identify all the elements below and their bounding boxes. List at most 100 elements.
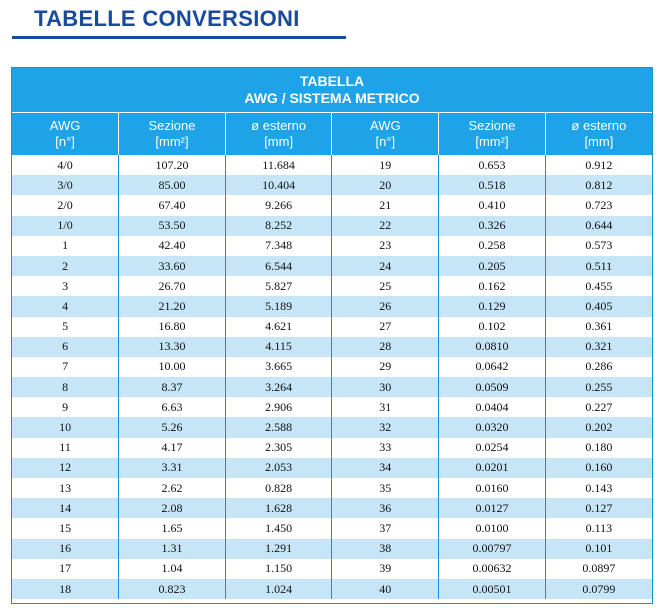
table-cell-sezione: 42.40 — [118, 235, 226, 256]
table-cell-diametro: 0.286 — [544, 356, 652, 378]
table-cell-sezione: 85.00 — [118, 175, 226, 196]
table-cell-sezione: 0.258 — [438, 235, 546, 256]
conversion-table-container: TABELLA AWG / SISTEMA METRICO AWG [n°] Sez… — [11, 67, 653, 604]
table-row: 17 1.04 1.150 39 0.00632 0.0897 — [12, 558, 652, 579]
table-cell-awg: 5 — [12, 316, 119, 337]
table-row: 3/0 85.00 10.404 20 0.518 0.812 — [12, 175, 652, 196]
table-cell-sezione: 13.30 — [118, 336, 226, 357]
table-cell-sezione: 0.00797 — [438, 538, 546, 559]
table-cell-sezione: 21.20 — [118, 296, 226, 317]
column-header-label: Sezione — [468, 118, 516, 133]
table-cell-sezione: 0.162 — [438, 276, 546, 297]
table-cell-diametro: 2.588 — [224, 417, 332, 438]
table-caption-line2: AWG / SISTEMA METRICO — [244, 90, 420, 106]
column-header-sezione-left: Sezione [mm²] — [118, 112, 226, 155]
table-cell-awg: 40 — [331, 578, 439, 600]
page-title: TABELLE CONVERSIONI — [34, 6, 300, 31]
table-cell-diametro: 1.150 — [224, 558, 332, 579]
table-cell-diametro: 0.828 — [224, 478, 332, 499]
table-cell-awg: 4 — [12, 296, 119, 317]
table-cell-diametro: 0.573 — [544, 235, 652, 256]
table-cell-diametro: 0.455 — [544, 276, 652, 297]
table-row: 6 13.30 4.115 28 0.0810 0.321 — [12, 336, 652, 357]
table-cell-awg: 17 — [12, 558, 119, 579]
table-row: 4 21.20 5.189 26 0.129 0.405 — [12, 296, 652, 317]
column-header-unit: [mm] — [264, 134, 294, 149]
table-row: 7 10.00 3.665 29 0.0642 0.286 — [12, 356, 652, 378]
table-cell-diametro: 7.348 — [224, 235, 332, 256]
table-cell-diametro: 3.264 — [224, 377, 332, 398]
table-cell-sezione: 3.31 — [118, 457, 226, 478]
table-cell-awg: 23 — [331, 235, 439, 256]
table-cell-diametro: 2.906 — [224, 397, 332, 418]
table-cell-awg: 24 — [331, 255, 439, 277]
table-cell-diametro: 0.812 — [544, 175, 652, 196]
table-row: 1 42.40 7.348 23 0.258 0.573 — [12, 235, 652, 256]
table-cell-sezione: 1.31 — [118, 538, 226, 559]
table-cell-sezione: 0.0201 — [438, 457, 546, 478]
table-cell-sezione: 53.50 — [118, 215, 226, 236]
table-cell-sezione: 0.0642 — [438, 356, 546, 378]
table-cell-sezione: 5.26 — [118, 417, 226, 438]
table-cell-awg: 10 — [12, 417, 119, 438]
table-cell-awg: 13 — [12, 478, 119, 499]
table-cell-awg: 9 — [12, 397, 119, 418]
table-cell-diametro: 0.160 — [544, 457, 652, 478]
table-body: 4/0 107.20 11.684 19 0.653 0.912 3/0 85.00 10.40… — [12, 155, 652, 600]
table-row: 5 16.80 4.621 27 0.102 0.361 — [12, 316, 652, 337]
column-header-awg-left: AWG [n°] — [12, 112, 119, 155]
table-cell-sezione: 8.37 — [118, 377, 226, 398]
column-header-unit: [mm] — [584, 134, 614, 149]
table-cell-diametro: 8.252 — [224, 215, 332, 236]
table-row: 11 4.17 2.305 33 0.0254 0.180 — [12, 437, 652, 458]
table-cell-diametro: 10.404 — [224, 175, 332, 196]
table-cell-diametro: 4.115 — [224, 336, 332, 357]
table-cell-sezione: 6.63 — [118, 397, 226, 418]
table-cell-awg: 30 — [331, 377, 439, 398]
table-cell-awg: 34 — [331, 457, 439, 478]
table-cell-diametro: 0.255 — [544, 377, 652, 398]
table-cell-diametro: 0.127 — [544, 498, 652, 519]
table-row: 18 0.823 1.024 40 0.00501 0.0799 — [12, 578, 652, 600]
column-header-unit: [mm²] — [475, 134, 509, 149]
table-cell-awg: 29 — [331, 356, 439, 378]
table-cell-diametro: 1.291 — [224, 538, 332, 559]
table-row: 10 5.26 2.588 32 0.0320 0.202 — [12, 417, 652, 438]
table-cell-sezione: 10.00 — [118, 356, 226, 378]
table-cell-sezione: 0.326 — [438, 215, 546, 236]
table-cell-awg: 35 — [331, 478, 439, 499]
table-cell-awg: 18 — [12, 578, 119, 600]
column-header-label: Sezione — [148, 118, 196, 133]
table-row: 14 2.08 1.628 36 0.0127 0.127 — [12, 498, 652, 519]
table-cell-sezione: 0.823 — [118, 578, 226, 600]
table-cell-sezione: 0.0810 — [438, 336, 546, 357]
table-cell-awg: 28 — [331, 336, 439, 357]
table-cell-sezione: 16.80 — [118, 316, 226, 337]
table-row: 4/0 107.20 11.684 19 0.653 0.912 — [12, 155, 652, 176]
table-cell-diametro: 2.053 — [224, 457, 332, 478]
table-row: 2 33.60 6.544 24 0.205 0.511 — [12, 255, 652, 277]
table-row: 15 1.65 1.450 37 0.0100 0.113 — [12, 518, 652, 539]
table-cell-awg: 27 — [331, 316, 439, 337]
table-cell-diametro: 0.143 — [544, 478, 652, 499]
table-cell-sezione: 0.205 — [438, 255, 546, 277]
table-cell-sezione: 0.0160 — [438, 478, 546, 499]
table-cell-sezione: 107.20 — [118, 155, 226, 176]
table-cell-awg: 3 — [12, 276, 119, 297]
table-cell-sezione: 0.0509 — [438, 377, 546, 398]
table-cell-sezione: 33.60 — [118, 255, 226, 277]
table-row: 2/0 67.40 9.266 21 0.410 0.723 — [12, 195, 652, 216]
title-underline — [12, 36, 346, 39]
table-cell-awg: 31 — [331, 397, 439, 418]
column-header-diametro-left: ø esterno [mm] — [224, 112, 332, 155]
table-cell-diametro: 1.450 — [224, 518, 332, 539]
column-header-unit: [mm²] — [155, 134, 189, 149]
column-header-awg-right: AWG [n°] — [331, 112, 439, 155]
table-row: 8 8.37 3.264 30 0.0509 0.255 — [12, 377, 652, 398]
table-cell-awg: 37 — [331, 518, 439, 539]
awg-metric-table: TABELLA AWG / SISTEMA METRICO AWG [n°] Sez… — [12, 68, 652, 600]
table-cell-diametro: 0.511 — [544, 255, 652, 277]
table-cell-diametro: 0.723 — [544, 195, 652, 216]
table-cell-diametro: 3.665 — [224, 356, 332, 378]
table-cell-sezione: 2.08 — [118, 498, 226, 519]
